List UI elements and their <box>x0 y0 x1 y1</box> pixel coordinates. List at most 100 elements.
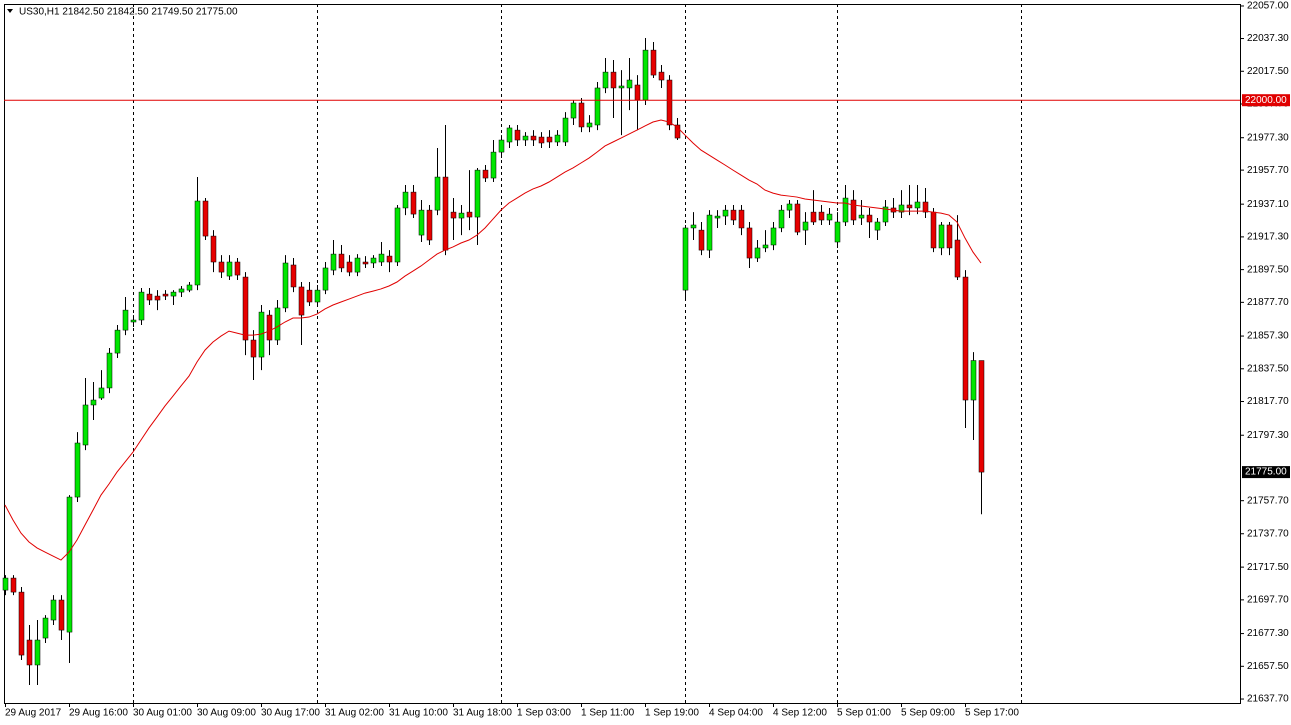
level-label: 22000.00 <box>1245 95 1287 106</box>
candle-body <box>266 314 273 341</box>
y-tick-label: 22037.30 <box>1247 33 1289 44</box>
candle-body <box>770 227 777 246</box>
candle-body <box>442 176 449 251</box>
x-tick-label: 31 Aug 02:00 <box>325 708 384 719</box>
candle-body <box>90 399 97 406</box>
y-tick-label: 21857.30 <box>1247 331 1289 342</box>
y-tick-label: 21957.70 <box>1247 165 1289 176</box>
candle-body <box>618 85 625 89</box>
candle-body <box>914 201 921 209</box>
candle-body <box>2 577 9 591</box>
candle-body <box>226 261 233 277</box>
candle-body <box>666 79 673 126</box>
y-tick-label: 22057.00 <box>1247 1 1289 12</box>
x-tick-label: 4 Sep 12:00 <box>773 708 827 719</box>
candle-body <box>426 209 433 241</box>
candle-body <box>82 404 89 446</box>
x-tick-label: 31 Aug 10:00 <box>389 708 448 719</box>
x-tick-label: 4 Sep 04:00 <box>709 708 763 719</box>
candle-body <box>522 135 529 141</box>
candle-body <box>34 639 41 666</box>
candle-body <box>450 211 457 219</box>
candle-body <box>18 591 25 656</box>
y-tick-label: 21737.70 <box>1247 528 1289 539</box>
last-price-box <box>1242 466 1290 479</box>
candle-body <box>474 169 481 218</box>
candle-body <box>650 49 657 76</box>
candle-body <box>138 291 145 321</box>
x-tick-label: 30 Aug 09:00 <box>197 708 256 719</box>
candle-body <box>482 169 489 179</box>
x-tick-label: 5 Sep 17:00 <box>965 708 1019 719</box>
candle-body <box>826 213 833 221</box>
y-tick-label: 21937.10 <box>1247 199 1289 210</box>
candle-body <box>946 224 953 249</box>
candle-body <box>234 261 241 276</box>
candle-body <box>162 293 169 297</box>
candle-body <box>898 204 905 213</box>
candle-body <box>762 244 769 249</box>
candle-body <box>602 71 609 89</box>
x-tick-label: 29 Aug 2017 <box>5 708 62 719</box>
candle-body <box>674 124 681 139</box>
candle-body <box>74 442 81 498</box>
candle-body <box>322 267 329 291</box>
candle-body <box>858 214 865 219</box>
candle-body <box>722 209 729 217</box>
candle-body <box>794 203 801 233</box>
candle-body <box>874 221 881 231</box>
x-tick-label: 1 Sep 03:00 <box>517 708 571 719</box>
y-tick-label: 21757.70 <box>1247 495 1289 506</box>
candle-body <box>338 253 345 269</box>
candle-body <box>594 87 601 126</box>
y-tick-label: 21977.30 <box>1247 132 1289 143</box>
candle-body <box>818 211 825 221</box>
candle-body <box>730 209 737 221</box>
candle-body <box>394 207 401 263</box>
candle-body <box>306 289 313 303</box>
candle-body <box>410 191 417 215</box>
y-tick-label: 22017.50 <box>1247 66 1289 77</box>
candle-body <box>866 214 873 223</box>
candle-body <box>210 235 217 263</box>
y-tick-label: 21677.30 <box>1247 628 1289 639</box>
candle-body <box>186 284 193 291</box>
y-tick-label: 21797.30 <box>1247 430 1289 441</box>
candle-body <box>298 286 305 316</box>
candle-body <box>314 289 321 303</box>
x-tick-label: 30 Aug 01:00 <box>133 708 192 719</box>
candle-body <box>738 209 745 229</box>
y-tick-label: 21637.70 <box>1247 694 1289 705</box>
y-tick-label: 21837.50 <box>1247 363 1289 374</box>
y-tick-label: 21877.70 <box>1247 297 1289 308</box>
candle-body <box>362 261 369 265</box>
x-tick-label: 30 Aug 17:00 <box>261 708 320 719</box>
candle-body <box>682 227 689 291</box>
candle-body <box>626 79 633 89</box>
candle-body <box>42 617 49 639</box>
candle-body <box>546 136 553 143</box>
plot-frame <box>4 4 1241 704</box>
candle-body <box>754 247 761 259</box>
candle-body <box>290 264 297 288</box>
candle-body <box>746 227 753 259</box>
x-tick-label: 31 Aug 18:00 <box>453 708 512 719</box>
y-tick-label: 21657.50 <box>1247 661 1289 672</box>
candle-body <box>930 211 937 249</box>
candle-body <box>842 197 849 223</box>
candle-body <box>66 496 73 633</box>
candle-body <box>906 204 913 209</box>
candle-body <box>250 339 257 358</box>
candle-body <box>490 151 497 179</box>
candle-body <box>434 176 441 211</box>
candle-body <box>58 599 65 631</box>
candle-body <box>802 221 809 231</box>
y-tick-label: 21717.50 <box>1247 562 1289 573</box>
period-separators <box>133 4 1022 703</box>
moving-average <box>4 119 982 561</box>
y-tick-label: 21917.30 <box>1247 232 1289 243</box>
candle-body <box>282 262 289 309</box>
candle-body <box>418 209 425 236</box>
candle-body <box>538 136 545 144</box>
